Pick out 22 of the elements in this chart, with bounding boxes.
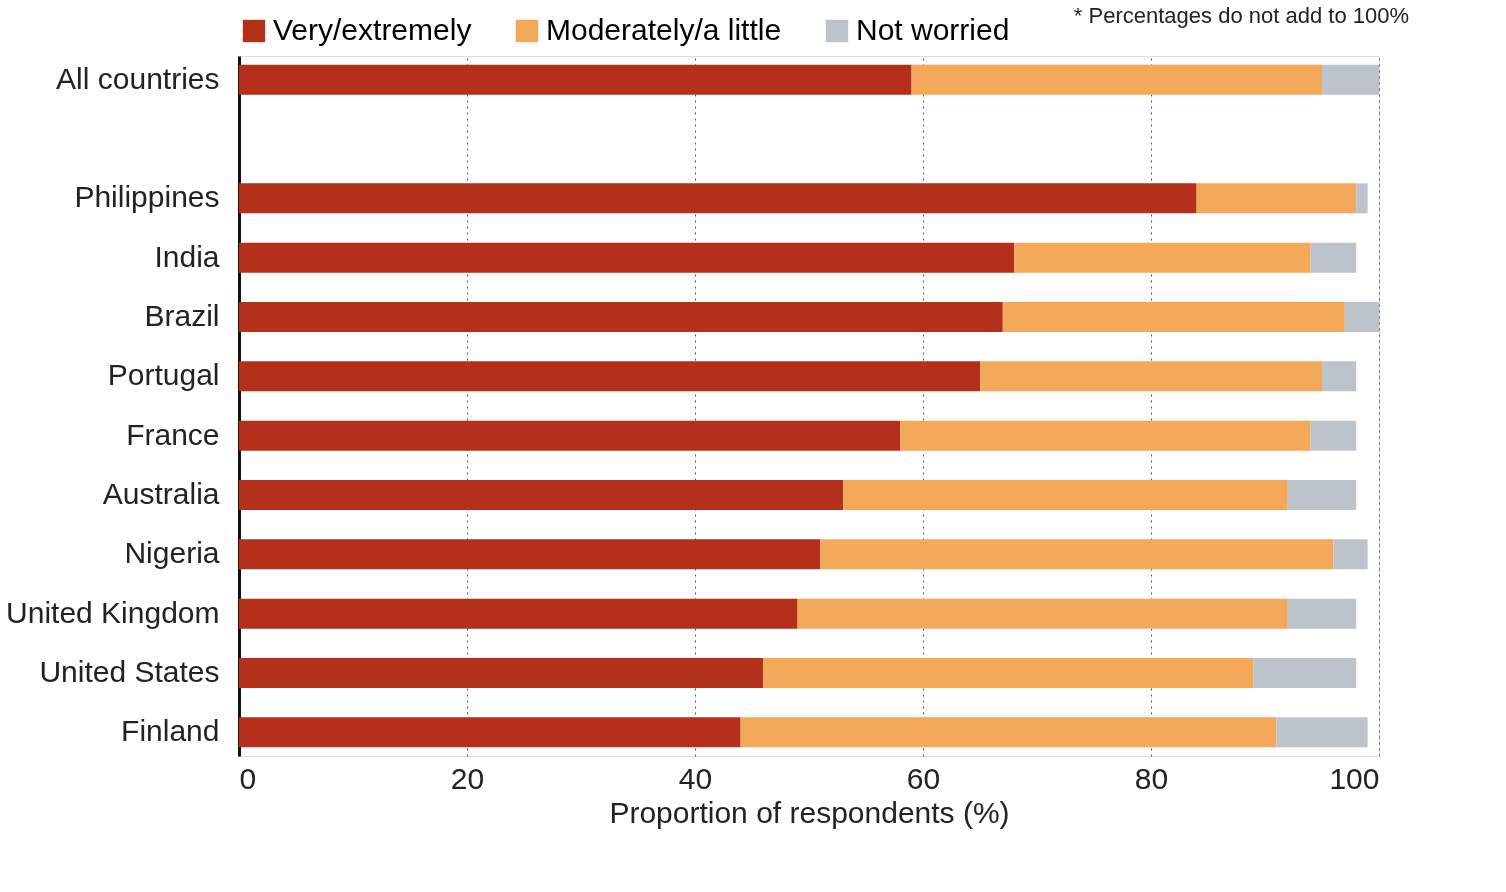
x-tick-label: 20 bbox=[450, 761, 485, 795]
x-tick-label: 40 bbox=[678, 761, 713, 795]
y-tick-label: United Kingdom bbox=[6, 595, 220, 629]
y-tick-label: All countries bbox=[56, 61, 220, 95]
x-tick-label: 60 bbox=[906, 761, 941, 795]
legend-label: Not worried bbox=[856, 13, 1010, 46]
legend-label: Moderately/a little bbox=[546, 13, 782, 46]
text: * Percentages do not add to 100% bbox=[1073, 3, 1409, 28]
x-tick-label: 80 bbox=[1134, 761, 1169, 795]
x-tick-label: 100 bbox=[1329, 761, 1380, 795]
x-tick-label: 0 bbox=[239, 761, 257, 795]
legend-label: Very/extremely bbox=[273, 13, 472, 46]
y-tick-label: Portugal bbox=[107, 358, 220, 392]
y-tick-label: United States bbox=[39, 654, 220, 688]
y-tick-label: Australia bbox=[102, 476, 220, 510]
y-tick-label: Brazil bbox=[144, 299, 220, 333]
x-axis-title: Proportion of respondents (%) bbox=[609, 795, 1010, 829]
y-tick-label: Finland bbox=[121, 714, 220, 748]
y-tick-label: France bbox=[126, 417, 220, 451]
y-tick-label: Nigeria bbox=[124, 536, 220, 570]
y-tick-label: Philippines bbox=[74, 180, 220, 214]
y-tick-label: India bbox=[154, 239, 220, 273]
